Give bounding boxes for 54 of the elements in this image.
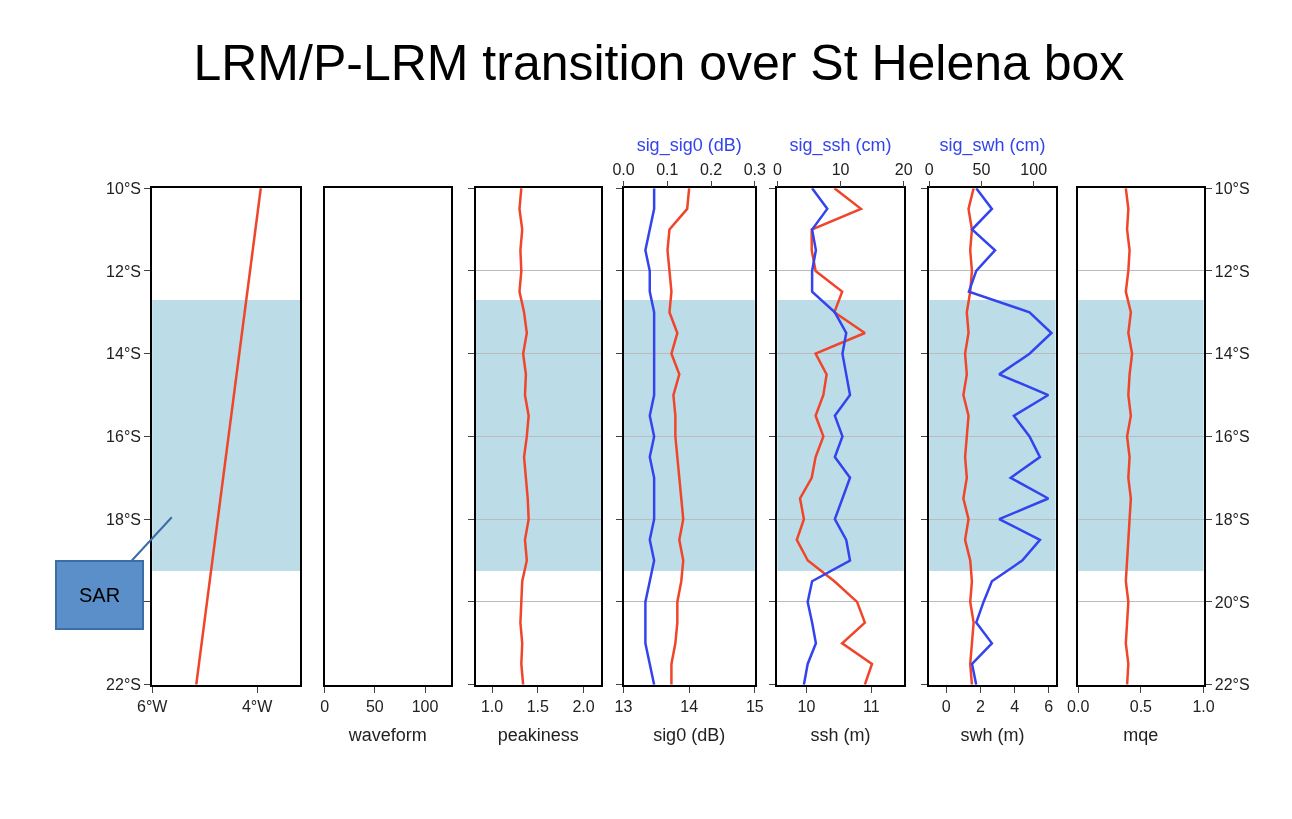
x2-axis-title: sig_sig0 (dB) <box>636 134 742 156</box>
x-tick-label: 13 <box>614 697 633 715</box>
x-tick-label: 1.0 <box>480 697 504 715</box>
x-tick-label: 0.5 <box>1129 697 1153 715</box>
x-axis-title: ssh (m) <box>810 725 871 746</box>
y-tick-label: 20°S <box>1214 593 1250 611</box>
y-tick-label: 16°S <box>1214 428 1250 446</box>
y-tick-label: 12°S <box>1214 262 1250 280</box>
x-tick-label: 10 <box>797 697 816 715</box>
x2-tick-label: 0.2 <box>699 160 723 178</box>
x-tick-label: 2 <box>976 697 986 715</box>
y-tick-label: 10°S <box>106 179 141 197</box>
x-tick-label: 0 <box>941 697 951 715</box>
y-tick-label: 16°S <box>106 428 141 446</box>
x2-axis-title: sig_ssh (cm) <box>789 134 892 156</box>
x2-tick-label: 10 <box>831 160 850 178</box>
x-tick-label: 4°W <box>241 697 274 715</box>
x-tick-label: 4 <box>1010 697 1020 715</box>
x-axis-title: sig0 (dB) <box>653 725 726 746</box>
y-tick-label: 18°S <box>106 510 141 528</box>
x2-tick-label: 0.0 <box>612 160 635 178</box>
x2-axis-title: sig_swh (cm) <box>939 134 1046 156</box>
x-tick-label: 0.0 <box>1067 697 1090 715</box>
y-tick-label: 10°S <box>1214 179 1250 197</box>
y-tick-label: 22°S <box>106 676 141 694</box>
x2-tick-label: 20 <box>894 160 913 178</box>
x-tick-label: 1.0 <box>1192 697 1215 715</box>
x-tick-label: 6 <box>1044 697 1054 715</box>
y-tick-label: 14°S <box>106 345 141 363</box>
text: waveform <box>347 725 427 746</box>
x-axis-title: mqe <box>1123 725 1159 746</box>
x-axis-title: peakiness <box>497 725 579 746</box>
x2-tick-label: 0 <box>924 160 934 178</box>
x-tick-label: 6°W <box>136 697 169 715</box>
x-tick-label: 11 <box>863 697 880 715</box>
text: 50 <box>365 697 384 715</box>
y-tick-label: 14°S <box>1214 345 1250 363</box>
y-tick-label: 12°S <box>106 262 141 280</box>
text: LRM/P-LRM transition over St Helena box <box>193 34 1125 91</box>
x-tick-label: 2.0 <box>572 697 595 715</box>
y-tick-label: 18°S <box>1214 510 1250 528</box>
text: 100 <box>411 697 439 715</box>
x-tick-label: 14 <box>680 697 699 715</box>
x2-tick-label: 100 <box>1020 160 1048 178</box>
x2-tick-label: 0.3 <box>743 160 767 178</box>
x-tick-label: 15 <box>745 697 764 715</box>
y-tick-label: 22°S <box>1214 676 1250 694</box>
x-tick-label: 1.5 <box>526 697 550 715</box>
x-axis-title: swh (m) <box>960 725 1025 746</box>
x2-tick-label: 0.1 <box>656 160 679 178</box>
line-series <box>1124 188 1134 685</box>
x2-tick-label: 50 <box>972 160 991 178</box>
text: SAR <box>79 584 121 606</box>
x2-tick-label: 0 <box>772 160 782 178</box>
